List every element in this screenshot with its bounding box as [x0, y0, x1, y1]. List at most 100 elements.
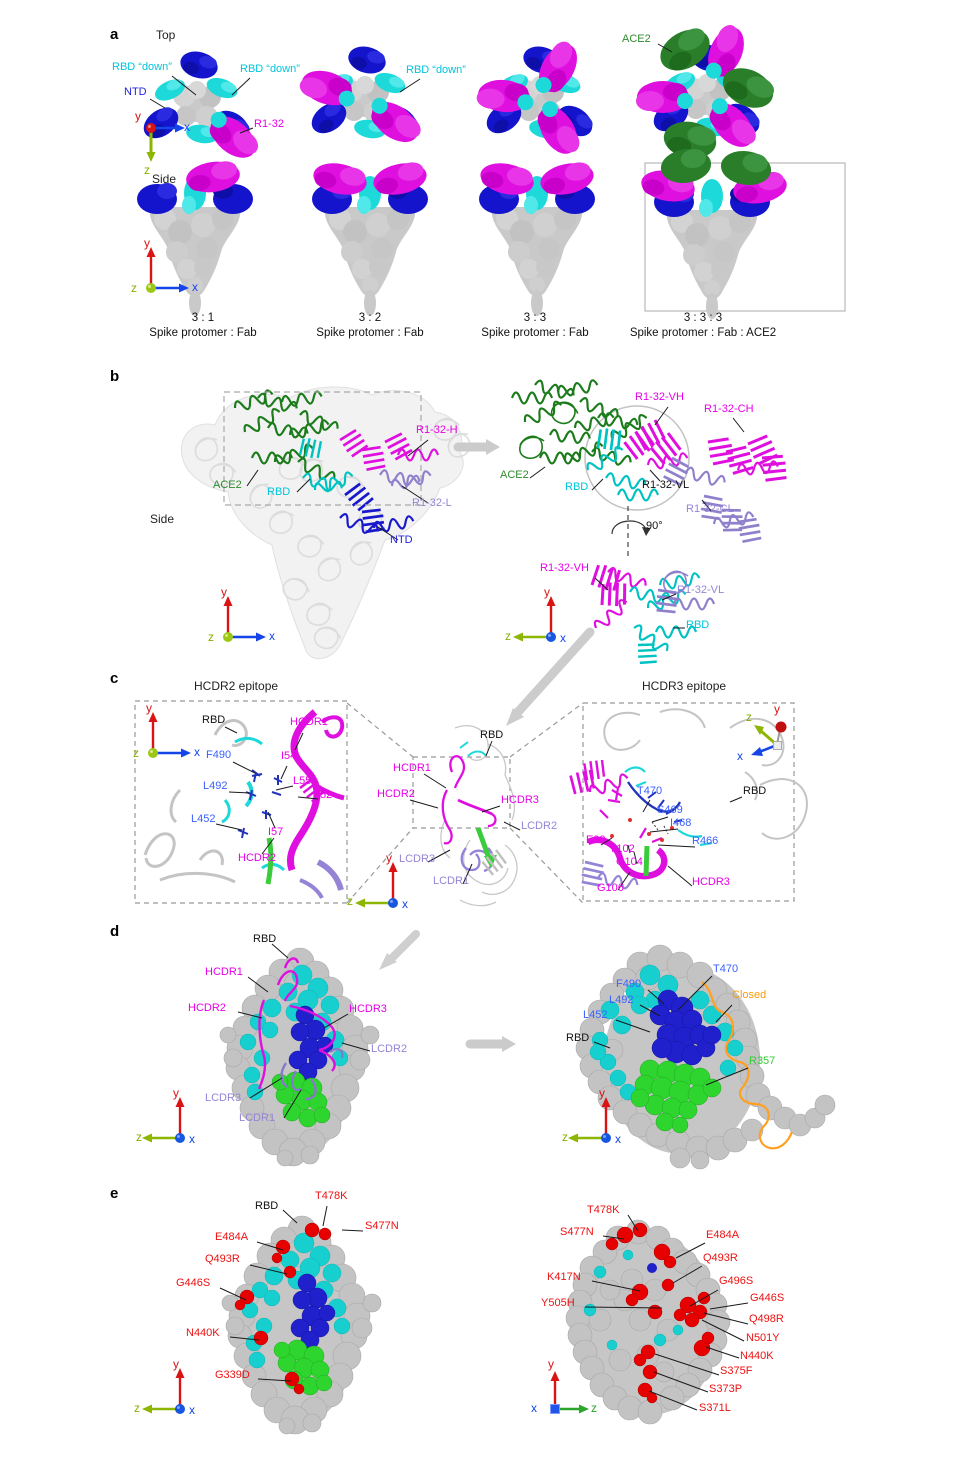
cdr-zoom-box — [412, 756, 511, 829]
panel-e-surface-right — [565, 1219, 731, 1425]
label-rbd-e: RBD — [255, 1200, 279, 1212]
x-axis-label: x — [560, 631, 566, 645]
label-ntd: NTD — [124, 86, 147, 98]
label-rbd-down-2: RBD “down” — [240, 63, 300, 75]
label-f490-d: F490 — [616, 978, 642, 990]
closed-rbd-outline — [701, 981, 794, 1150]
z-axis-label: z — [133, 746, 139, 760]
x-axis-label: x — [737, 749, 743, 763]
view-label-side: Side — [152, 172, 177, 186]
x-axis-label: x — [194, 745, 200, 759]
panel-c-hcdr2-epitope — [143, 709, 345, 899]
label-r1-32: R1-32 — [254, 118, 284, 130]
label-l492-d: L492 — [609, 994, 634, 1006]
label-rbd-down-3: RBD “down” — [406, 64, 466, 76]
panel-d-letter: d — [110, 923, 120, 940]
label-ntd-b: NTD — [390, 534, 413, 546]
label-t478k-left: T478K — [315, 1190, 348, 1202]
stoichiometry-caption-4: 3 : 3 : 3 Spike protomer : Fab : ACE2 — [583, 311, 823, 341]
z-axis-label: z — [746, 710, 752, 724]
label-e484a-right: E484A — [706, 1229, 740, 1241]
label-lcdr1-d: LCDR1 — [239, 1112, 276, 1124]
label-q493r-left: Q493R — [205, 1253, 240, 1265]
leader-lines — [149, 43, 749, 1411]
label-q493r-right: Q493R — [703, 1252, 738, 1264]
panel-e-letter: e — [110, 1185, 119, 1202]
label-n501y: N501Y — [746, 1332, 780, 1344]
ratio-description: Spike protomer : Fab — [316, 326, 424, 339]
label-r1-32-vh-bottom: R1-32-VH — [540, 562, 589, 574]
label-r466: R466 — [692, 835, 719, 847]
y-axis-label: y — [173, 1357, 179, 1371]
label-rbd-d-left: RBD — [253, 933, 277, 945]
stoichiometry-caption-3: 3 : 3 Spike protomer : Fab — [415, 311, 655, 341]
label-rbd-c-mid: RBD — [480, 729, 504, 741]
label-f490: F490 — [206, 749, 232, 761]
label-n440k-left: N440K — [186, 1327, 220, 1339]
zoom-arrow — [486, 439, 500, 455]
label-n440k-right: N440K — [740, 1350, 774, 1362]
y-axis-label: y — [386, 851, 392, 865]
panel-link-arrow — [379, 953, 397, 970]
z-axis-label: z — [505, 629, 511, 643]
ratio-description: Spike protomer : Fab — [481, 326, 589, 339]
interface-circle — [584, 405, 690, 511]
label-t470-d: T470 — [713, 963, 739, 975]
x-axis-label: x — [615, 1132, 621, 1146]
label-i468: I468 — [670, 817, 692, 829]
ratio-value: 3 : 3 — [523, 312, 547, 324]
label-r1-32-h: R1-32-H — [416, 424, 458, 436]
rotation-angle-label: 90° — [646, 520, 663, 532]
label-lcdr2-mid: LCDR2 — [521, 820, 558, 832]
stoichiometry-caption-1: 3 : 1 Spike protomer : Fab — [83, 311, 323, 341]
panel-b-letter: b — [110, 368, 120, 385]
z-axis-label: z — [131, 281, 137, 295]
z-axis-label: z — [136, 1130, 142, 1144]
label-t470-c: T470 — [637, 785, 663, 797]
view-link-arrow — [502, 1036, 516, 1052]
label-s375f: S375F — [720, 1365, 753, 1377]
label-rbd-spike: RBD — [267, 486, 291, 498]
hcdr2-epitope-title: HCDR2 epitope — [194, 679, 279, 693]
mutation-patches — [234, 1222, 332, 1395]
panel-b-zoom-top — [510, 378, 793, 558]
y-axis-label: y — [548, 1357, 554, 1371]
x-axis-label: x — [192, 280, 198, 294]
label-y102: Y102 — [609, 843, 635, 855]
hcdr3-epitope-box — [582, 702, 795, 902]
panel-c-hcdr3-epitope — [567, 708, 808, 893]
panel-a-side-views — [137, 145, 846, 319]
view-label-side-b: Side — [150, 512, 175, 526]
y-axis-label: y — [135, 109, 141, 123]
label-y505h: Y505H — [541, 1297, 575, 1309]
x-axis-label: x — [269, 629, 275, 643]
label-r1-32-vl-bottom: R1-32-VL — [677, 584, 725, 596]
label-lcdr3-mid: LCDR3 — [399, 853, 436, 865]
label-i57: I57 — [268, 826, 284, 838]
panel-b-spike-ribbon — [180, 386, 500, 659]
ratio-value: 3 : 3 : 3 — [683, 312, 723, 324]
panel-d-surface-left — [219, 930, 516, 1167]
label-rbd-down-1: RBD “down” — [112, 61, 172, 73]
ratio-value: 3 : 2 — [358, 312, 382, 324]
label-ace2-zoom: ACE2 — [500, 469, 529, 481]
x-axis-label: x — [531, 1401, 537, 1415]
label-rbd-d-right: RBD — [566, 1032, 590, 1044]
label-r357: R357 — [749, 1055, 776, 1067]
y-axis-label: y — [544, 585, 550, 599]
label-ace2-spike: ACE2 — [213, 479, 242, 491]
mutation-patches — [605, 1222, 715, 1404]
label-e99: E99 — [586, 834, 606, 846]
label-s477n-left: S477N — [365, 1220, 399, 1232]
stoichiometry-caption-2: 3 : 2 Spike protomer : Fab — [250, 311, 490, 341]
label-e484a-left: E484A — [215, 1231, 249, 1243]
panel-c-overview — [440, 725, 518, 907]
label-q498r: Q498R — [749, 1313, 784, 1325]
label-t478k-right: T478K — [587, 1204, 620, 1216]
label-s371l: S371L — [699, 1402, 731, 1414]
z-axis-label: z — [347, 894, 353, 908]
label-g106: G106 — [597, 882, 624, 894]
label-r1-32-ch: R1-32-CH — [704, 403, 754, 415]
